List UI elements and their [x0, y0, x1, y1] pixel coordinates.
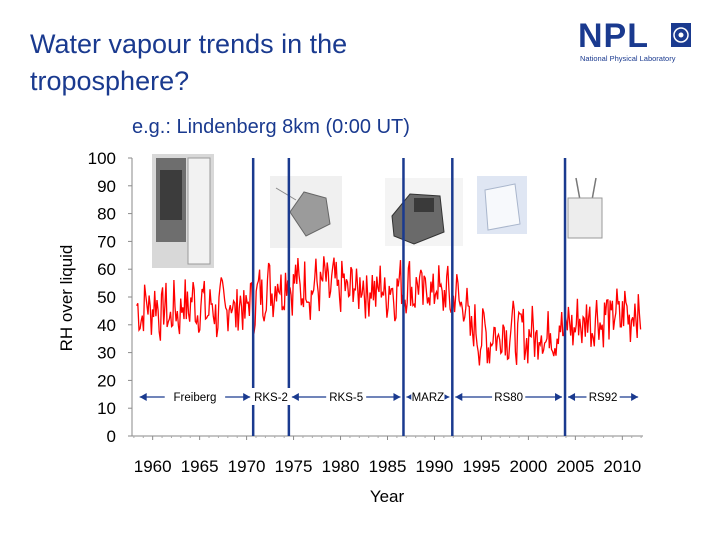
y-tick-label: 70 [97, 232, 116, 251]
series-layer [136, 256, 642, 366]
npl-logo: NPL National Physical Laboratory [578, 16, 696, 68]
x-tick-label: 1970 [228, 457, 266, 476]
x-tick-label: 1965 [181, 457, 219, 476]
y-axis-label: RH over liquid [57, 245, 76, 352]
segment-label: RKS-2 [254, 392, 288, 404]
x-tick-label: 1985 [369, 457, 407, 476]
segment-label-bg [586, 388, 620, 405]
x-tick-label: 1995 [463, 457, 501, 476]
y-tick-label: 10 [97, 399, 116, 418]
rs92-sonde-photo [562, 176, 610, 246]
logo-caption: National Physical Laboratory [580, 54, 676, 63]
segment-label-bg [411, 388, 445, 405]
segment-label: RS80 [494, 392, 523, 404]
segment-label-bg [492, 388, 526, 405]
arrow-head-right [243, 393, 251, 401]
arrow-head-right [393, 393, 401, 401]
segment-label-bg [251, 388, 292, 405]
freiberg-sonde-photo [152, 154, 214, 268]
x-tick-label: 1990 [416, 457, 454, 476]
segment-label: Freiberg [174, 392, 217, 404]
segment-label: MARZ [412, 392, 445, 404]
y-tick-label: 100 [88, 149, 116, 168]
rh-series-line [136, 256, 642, 366]
x-tick-label: 1975 [275, 457, 313, 476]
y-tick-label: 50 [97, 288, 116, 307]
y-tick-label: 80 [97, 205, 116, 224]
arrow-head-right [555, 393, 563, 401]
chart-axes: 0 10 20 30 40 50 60 70 80 90 100 1960 1965 1970 1975 19… [88, 149, 643, 476]
y-tick-label: 60 [97, 260, 116, 279]
y-tick-label: 40 [97, 316, 116, 335]
rks2-sonde-photo [270, 176, 342, 248]
x-axis-label: Year [370, 487, 405, 506]
segment-label: RKS-5 [329, 392, 363, 404]
x-tick-label: 2010 [603, 457, 641, 476]
x-tick-label: 2000 [509, 457, 547, 476]
x-tick-label: 1960 [134, 457, 172, 476]
x-tick-label: 2005 [556, 457, 594, 476]
arrow-head-right [631, 393, 639, 401]
instrument-segments: Freiberg RKS-2 RKS-5 MARZ RS80 RS92 [139, 388, 639, 405]
x-tick-label: 1980 [322, 457, 360, 476]
chart-subtitle: e.g.: Lindenberg 8km (0:00 UT) [132, 116, 410, 138]
y-tick-label: 90 [97, 177, 116, 196]
arrow-head-left [139, 393, 147, 401]
arrow-head-left [291, 393, 299, 401]
segment-label: RS92 [589, 392, 618, 404]
segment-label-bg [164, 388, 226, 405]
slide-title: Water vapour trends in the troposphere? [30, 29, 348, 96]
y-tick-label: 0 [107, 427, 116, 446]
logo-wordmark: NPL [578, 17, 649, 55]
segment-label-bg [326, 388, 367, 405]
rks5-sonde-photo [385, 178, 463, 246]
arrow-head-left [568, 393, 576, 401]
rs80-sonde-photo [477, 176, 527, 234]
y-tick-label: 30 [97, 344, 116, 363]
seal-icon [671, 23, 691, 47]
y-tick-label: 20 [97, 371, 116, 390]
arrow-head-left [455, 393, 463, 401]
